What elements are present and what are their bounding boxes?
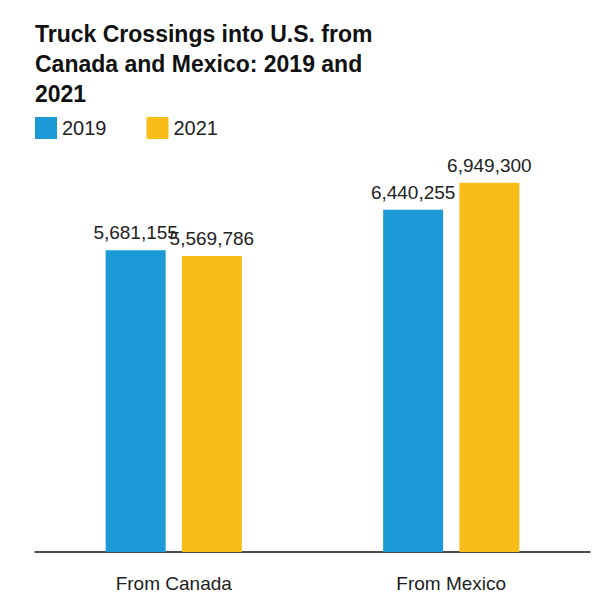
svg-text:From Canada: From Canada <box>116 573 233 594</box>
svg-text:From Mexico: From Mexico <box>396 573 506 594</box>
svg-text:Canada and Mexico: 2019 and: Canada and Mexico: 2019 and <box>35 51 369 77</box>
svg-text:2021: 2021 <box>35 81 86 107</box>
svg-text:5,681,155: 5,681,155 <box>93 222 178 243</box>
svg-text:5,569,786: 5,569,786 <box>170 228 255 249</box>
svg-text:Truck Crossings into U.S. from: Truck Crossings into U.S. from <box>35 21 379 47</box>
svg-text:2019: 2019 <box>62 117 107 139</box>
svg-text:6,949,300: 6,949,300 <box>447 155 532 176</box>
svg-text:6,440,255: 6,440,255 <box>371 182 456 203</box>
svg-text:2021: 2021 <box>173 117 218 139</box>
